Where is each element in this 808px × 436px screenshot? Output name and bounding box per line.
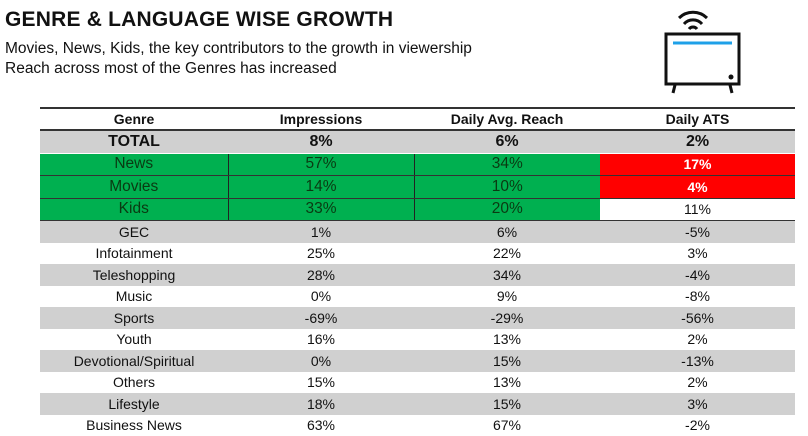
cell: 16% [228, 329, 414, 351]
table-header-row: Genre Impressions Daily Avg. Reach Daily… [40, 108, 795, 130]
page-title: GENRE & LANGUAGE WISE GROWTH [5, 8, 393, 32]
cell: 8% [228, 130, 414, 153]
cell: Teleshopping [40, 264, 228, 286]
cell: -29% [414, 307, 600, 329]
cell: 28% [228, 264, 414, 286]
cell: 10% [414, 176, 600, 199]
cell: Lifestyle [40, 393, 228, 415]
header-ats: Daily ATS [600, 108, 795, 130]
cell: 22% [414, 243, 600, 265]
cell: 11% [600, 198, 795, 221]
cell: GEC [40, 221, 228, 243]
cell: -5% [600, 221, 795, 243]
tv-wifi-icon [655, 0, 750, 95]
table-row: Kids 33% 20% 11% [40, 198, 795, 221]
cell: Youth [40, 329, 228, 351]
cell: Kids [40, 198, 228, 221]
cell: 15% [414, 393, 600, 415]
cell: 1% [228, 221, 414, 243]
cell: 4% [600, 176, 795, 199]
cell: 0% [228, 286, 414, 308]
header-impressions: Impressions [228, 108, 414, 130]
cell: 13% [414, 372, 600, 394]
table-row: Movies 14% 10% 4% [40, 176, 795, 199]
cell: 9% [414, 286, 600, 308]
cell: 6% [414, 130, 600, 153]
genre-growth-table: Genre Impressions Daily Avg. Reach Daily… [40, 107, 795, 436]
cell: 57% [228, 153, 414, 176]
cell: News [40, 153, 228, 176]
cell: 0% [228, 350, 414, 372]
cell: 34% [414, 264, 600, 286]
cell: 25% [228, 243, 414, 265]
header-genre: Genre [40, 108, 228, 130]
subtitle-line-2: Reach across most of the Genres has incr… [5, 60, 337, 78]
table-row: News 57% 34% 17% [40, 153, 795, 176]
cell: -56% [600, 307, 795, 329]
cell: 2% [600, 130, 795, 153]
cell: -4% [600, 264, 795, 286]
cell: Devotional/Spiritual [40, 350, 228, 372]
cell: Others [40, 372, 228, 394]
cell: -8% [600, 286, 795, 308]
header-reach: Daily Avg. Reach [414, 108, 600, 130]
cell: 14% [228, 176, 414, 199]
subtitle-line-1: Movies, News, Kids, the key contributors… [5, 40, 472, 58]
cell: Movies [40, 176, 228, 199]
cell: 13% [414, 329, 600, 351]
cell: Music [40, 286, 228, 308]
cell: 2% [600, 329, 795, 351]
cell: 18% [228, 393, 414, 415]
cell: 20% [414, 198, 600, 221]
cell: 34% [414, 153, 600, 176]
cell: -13% [600, 350, 795, 372]
cell: 3% [600, 393, 795, 415]
cell: 17% [600, 153, 795, 176]
total-row: TOTAL 8% 6% 2% [40, 130, 795, 153]
cell: 15% [414, 350, 600, 372]
cell: 6% [414, 221, 600, 243]
cell: 3% [600, 243, 795, 265]
cell: 33% [228, 198, 414, 221]
cell: 2% [600, 372, 795, 394]
table-row: Sports-69%-29%-56% [40, 307, 795, 329]
cell: -69% [228, 307, 414, 329]
cell: Sports [40, 307, 228, 329]
cell: TOTAL [40, 130, 228, 153]
cell: Infotainment [40, 243, 228, 265]
cell: 15% [228, 372, 414, 394]
